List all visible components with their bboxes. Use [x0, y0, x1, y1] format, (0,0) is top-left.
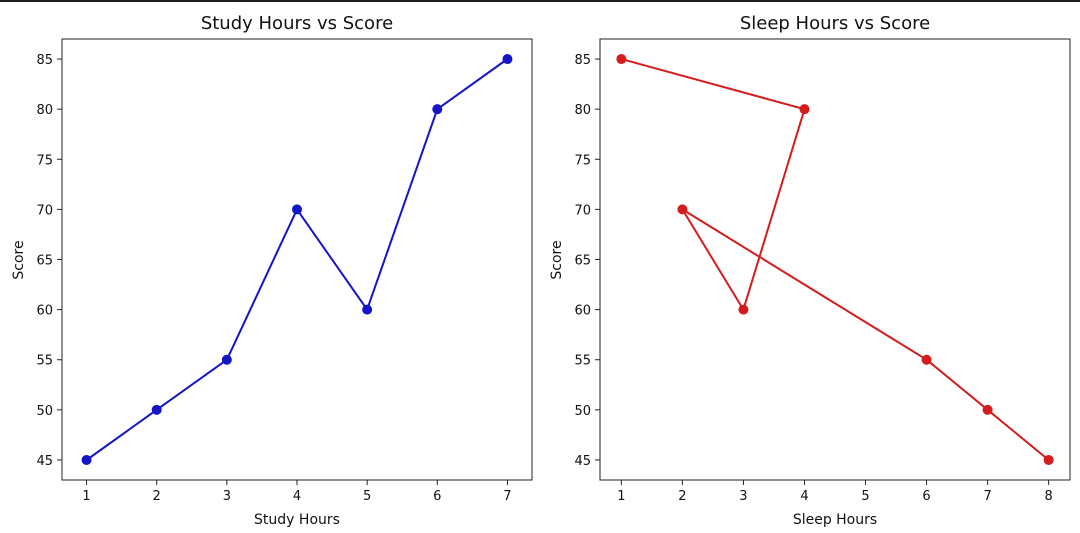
y-tick-label: 55	[574, 354, 591, 369]
data-point	[799, 104, 810, 115]
chart-title: Sleep Hours vs Score	[740, 13, 930, 34]
y-tick-label: 50	[574, 404, 591, 419]
y-tick-label: 50	[36, 404, 53, 419]
x-axis-label: Sleep Hours	[793, 512, 877, 528]
series-line	[86, 58, 508, 461]
data-point	[151, 404, 162, 415]
x-axis-ticks: 1 2 3 4 5 6 7 8	[617, 480, 1053, 504]
axes-frame	[599, 38, 1071, 481]
y-tick-label: 45	[574, 454, 591, 469]
chart-title: Study Hours vs Score	[201, 13, 393, 34]
axes-frame	[61, 38, 533, 481]
data-point	[1043, 454, 1054, 465]
x-tick-label: 8	[1044, 489, 1052, 504]
x-tick-label: 4	[293, 489, 301, 504]
y-tick-label: 45	[36, 454, 53, 469]
y-axis-ticks: 45 50 55 60 65 70 75 80 85	[36, 53, 62, 469]
y-tick-label: 65	[574, 254, 591, 269]
data-point	[362, 304, 373, 315]
x-tick-label: 6	[433, 489, 441, 504]
data-point	[432, 104, 443, 115]
x-axis-ticks: 1 2 3 4 5 6 7	[82, 480, 512, 504]
x-tick-label: 1	[82, 489, 90, 504]
x-tick-label: 5	[861, 489, 869, 504]
plot-marks	[616, 54, 1054, 465]
data-point	[982, 404, 993, 415]
x-axis-label: Study Hours	[254, 512, 340, 528]
x-tick-label: 7	[983, 489, 991, 504]
y-tick-label: 55	[36, 354, 53, 369]
y-tick-label: 60	[574, 304, 591, 319]
y-tick-label: 85	[574, 53, 591, 68]
x-tick-label: 7	[503, 489, 511, 504]
data-point	[292, 204, 302, 215]
data-point	[81, 454, 92, 465]
x-tick-label: 6	[922, 489, 930, 504]
x-tick-label: 2	[153, 489, 161, 504]
x-tick-label: 4	[800, 489, 808, 504]
y-tick-label: 70	[36, 203, 53, 218]
data-point	[677, 204, 688, 215]
x-tick-label: 3	[223, 489, 231, 504]
plot-marks	[81, 54, 513, 465]
y-tick-label: 65	[36, 254, 53, 269]
data-point	[502, 54, 513, 65]
y-tick-label: 60	[36, 304, 53, 319]
y-tick-label: 80	[36, 103, 53, 118]
y-tick-label: 75	[36, 153, 53, 168]
y-tick-label: 75	[574, 153, 591, 168]
x-tick-label: 5	[363, 489, 371, 504]
y-tick-label: 80	[574, 103, 591, 118]
x-tick-label: 3	[739, 489, 747, 504]
y-tick-label: 85	[36, 53, 53, 68]
series-line	[621, 58, 1050, 461]
x-tick-label: 2	[678, 489, 686, 504]
data-point	[738, 304, 749, 315]
data-point	[616, 54, 627, 65]
data-point	[221, 354, 232, 365]
x-tick-label: 1	[617, 489, 625, 504]
y-axis-label: Score	[11, 240, 27, 279]
y-tick-label: 70	[574, 203, 591, 218]
y-axis-ticks: 45 50 55 60 65 70 75 80 85	[574, 53, 600, 469]
y-axis-label: Score	[549, 240, 565, 279]
data-point	[921, 354, 932, 365]
